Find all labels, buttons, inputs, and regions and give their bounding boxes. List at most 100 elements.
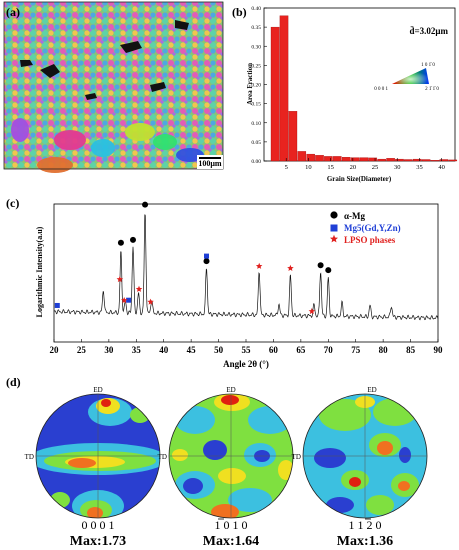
x-tick-label: 30 <box>394 164 401 171</box>
x-tick-label: 40 <box>438 164 445 171</box>
histogram-bar <box>315 155 324 162</box>
alpha-mg-marker <box>129 236 136 243</box>
ed-label-1: ED <box>226 386 235 394</box>
ipf-label-left: 0 0 0 1 <box>374 87 388 92</box>
legend-circle-marker <box>330 211 338 219</box>
pole-title-1: 1 0 1 0 <box>215 518 248 532</box>
x-tick-label: 20 <box>350 164 357 171</box>
x-tick-label: 80 <box>379 345 389 355</box>
mg5-marker <box>204 253 210 259</box>
legend-alpha-mg: α-Mg <box>344 211 366 221</box>
x-tick-label: 10 <box>305 164 312 171</box>
x-tick-label: 60 <box>269 345 279 355</box>
td-label-1: TD <box>158 453 167 461</box>
histogram-bar <box>368 157 378 162</box>
xrd-ylabel: Logarithmic Intensity(a.u) <box>35 226 44 317</box>
histogram-ylabel: Area Fraction <box>246 63 254 105</box>
x-tick-label: 75 <box>351 345 361 355</box>
ipf-label-top: 1 0 1̄ 0 <box>421 63 435 68</box>
td-label-0: TD <box>25 453 34 461</box>
histogram-bar <box>297 151 307 162</box>
pole-figure-0001: ED TD 0 0 0 1 Max:1.73 <box>25 386 161 549</box>
x-tick-label: 30 <box>104 345 114 355</box>
lpso-marker <box>147 298 154 305</box>
histogram-bar <box>350 157 360 162</box>
pole-max-1: Max:1.64 <box>203 534 259 549</box>
xrd-frame <box>53 203 439 343</box>
lpso-marker <box>121 297 128 304</box>
x-tick-label: 5 <box>285 164 288 171</box>
x-tick-label: 15 <box>327 164 334 171</box>
y-tick-label: 0.20 <box>251 83 261 89</box>
y-tick-label: 0.15 <box>251 102 261 108</box>
y-tick-label: 0.10 <box>251 121 261 127</box>
alpha-mg-marker <box>203 258 210 265</box>
mg5-marker <box>54 302 60 308</box>
alpha-mg-marker <box>117 239 124 246</box>
xrd-legend: α-Mg Mg5(Gd,Y,Zn) LPSO phases <box>330 211 401 245</box>
td-label-2: TD <box>292 453 301 461</box>
ed-label-2: ED <box>367 386 376 394</box>
xrd-pattern: Logarithmic Intensity(a.u) Angle 2θ (°) … <box>35 201 444 369</box>
x-tick-label: 35 <box>416 164 423 171</box>
histogram-bar <box>341 157 351 162</box>
histogram-bar <box>333 156 342 162</box>
lpso-marker <box>116 276 124 283</box>
ed-label-0: ED <box>93 386 102 394</box>
histogram-bar <box>386 158 395 162</box>
x-tick-label: 90 <box>434 345 444 355</box>
mean-grain-size-annotation: d̄=3.02μm <box>410 26 449 36</box>
panel-d-label: (d) <box>6 375 21 389</box>
histogram-bar <box>270 26 280 162</box>
legend-lpso: LPSO phases <box>344 235 396 245</box>
histogram-bar <box>421 159 431 162</box>
scale-bar-label: 100μm <box>198 159 222 168</box>
panel-b-label: (b) <box>232 5 247 19</box>
legend-star-marker <box>330 234 338 243</box>
grain-size-histogram: Area Fraction Grain Size(Diameter) d̄=3.… <box>246 6 458 183</box>
y-tick-label: 0.40 <box>251 6 261 12</box>
x-tick-label: 25 <box>77 345 87 355</box>
histogram-bar <box>288 111 298 162</box>
x-tick-label: 35 <box>132 345 142 355</box>
x-tick-label: 55 <box>242 345 252 355</box>
y-tick-label: 0.35 <box>251 25 261 31</box>
pole-figure-1120: ED TD 1 1 2 0 Max:1.36 <box>292 386 428 549</box>
lpso-marker <box>308 308 316 315</box>
x-tick-label: 25 <box>372 164 379 171</box>
mg5-marker <box>126 297 132 303</box>
alpha-mg-marker <box>325 267 332 274</box>
pole-figure-1010: ED TD 1 0 1 0 Max:1.64 <box>158 386 294 549</box>
x-tick-label: 85 <box>406 345 416 355</box>
histogram-bar <box>279 15 289 162</box>
alpha-mg-marker <box>142 201 149 208</box>
legend-mg5: Mg5(Gd,Y,Zn) <box>344 223 401 233</box>
lpso-marker <box>255 262 263 269</box>
histogram-bar <box>404 159 413 162</box>
xrd-xlabel: Angle 2θ (°) <box>223 359 269 369</box>
pole-title-0: 0 0 0 1 <box>82 518 115 532</box>
alpha-mg-marker <box>317 262 324 269</box>
histogram-bar <box>430 160 440 162</box>
pole-max-0: Max:1.73 <box>70 534 126 549</box>
y-tick-label: 0.25 <box>251 63 261 69</box>
histogram-xlabel: Grain Size(Diameter) <box>327 175 392 183</box>
histogram-bar <box>306 153 315 162</box>
histogram-bar <box>359 157 369 162</box>
x-tick-label: 45 <box>187 345 197 355</box>
legend-square-marker <box>330 224 338 232</box>
x-tick-label: 65 <box>296 345 306 355</box>
histogram-bar <box>439 159 449 162</box>
histogram-bar <box>413 158 422 162</box>
x-tick-label: 70 <box>324 345 334 355</box>
lpso-marker <box>135 285 143 292</box>
lpso-marker <box>287 264 294 271</box>
histogram-bar <box>324 156 333 162</box>
histogram-bar <box>448 159 458 162</box>
y-tick-label: 0.05 <box>251 140 261 146</box>
panel-a-label: (a) <box>6 5 20 19</box>
pole-max-2: Max:1.36 <box>337 534 393 549</box>
pole-title-2: 1 1 2 0 <box>349 518 382 532</box>
